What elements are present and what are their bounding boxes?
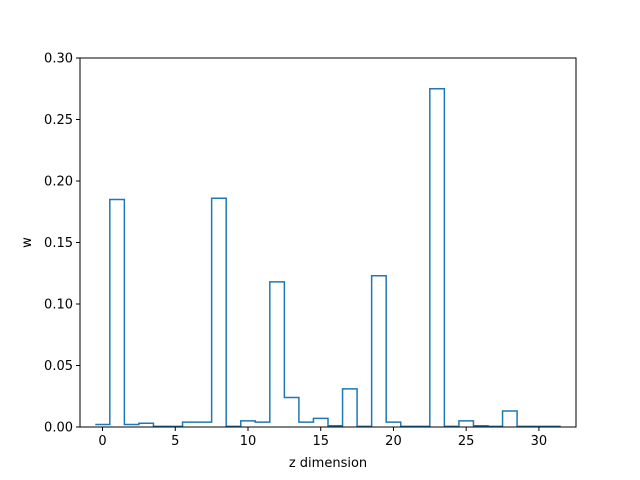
x-tick-label: 0	[98, 434, 106, 449]
plot-area	[95, 88, 561, 428]
y-tick-label: 0.10	[44, 298, 73, 313]
series-step-line	[95, 88, 561, 428]
y-tick-label: 0.25	[44, 113, 73, 128]
axes-frame	[79, 57, 577, 428]
x-tick-label: 15	[312, 434, 329, 449]
y-tick-label: 0.30	[44, 52, 73, 67]
x-tick-label: 25	[458, 434, 475, 449]
x-tick-label: 20	[385, 434, 402, 449]
x-tick-label: 10	[240, 434, 257, 449]
x-tick-label: 5	[171, 434, 179, 449]
y-tick-label: 0.20	[44, 175, 73, 190]
y-tick-label: 0.15	[44, 236, 73, 251]
y-tick-label: 0.00	[44, 421, 73, 436]
x-tick-label: 30	[531, 434, 548, 449]
y-tick-label: 0.05	[44, 359, 73, 374]
y-axis-label: w	[20, 237, 35, 248]
y-axis-ticks: 0.00 0.05 0.10 0.15 0.20 0.25 0.30	[44, 52, 80, 436]
x-axis-label: z dimension	[289, 456, 367, 471]
x-axis-ticks: 0 5 10 15 20 25 30	[98, 427, 547, 449]
